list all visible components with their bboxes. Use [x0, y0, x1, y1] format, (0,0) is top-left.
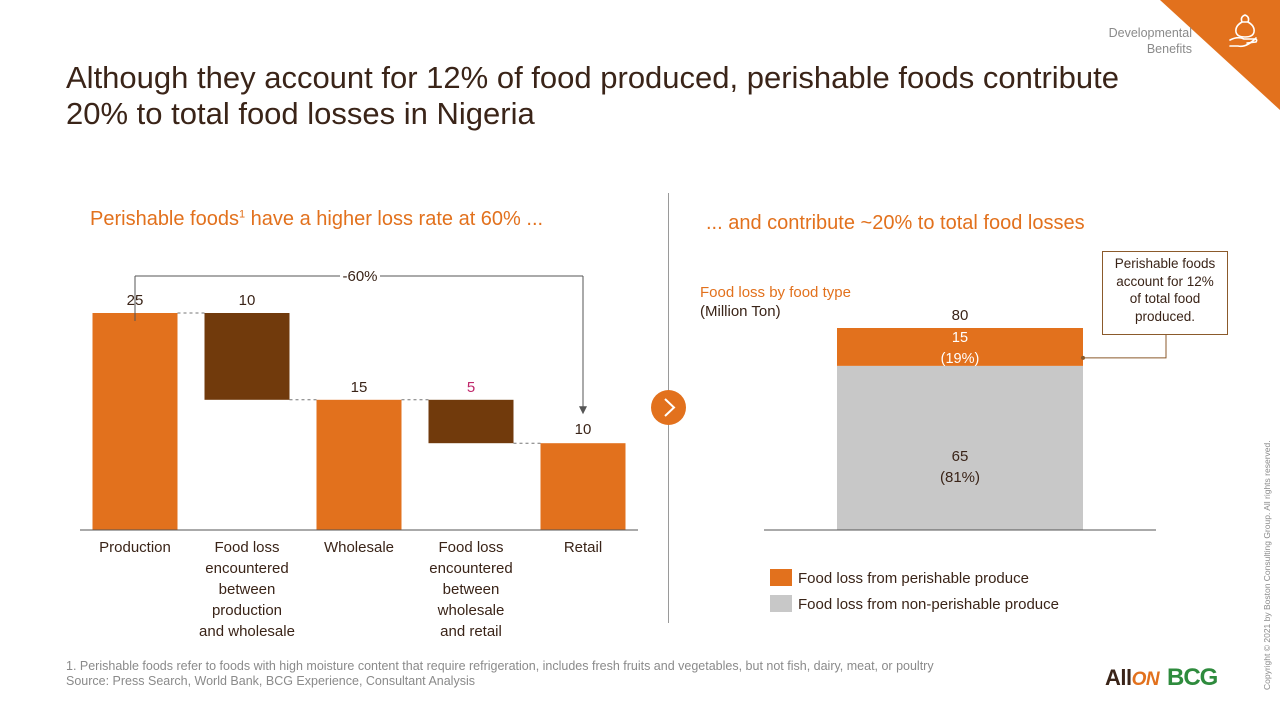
waterfall-category-label: Food loss encountered between production and… [187, 537, 307, 642]
legend-label-perishable: Food loss from perishable produce [798, 570, 1029, 587]
perishable-value-label: 15 [952, 330, 968, 346]
footnote-marker: 1 [238, 208, 246, 221]
category-label-line: between [442, 581, 500, 598]
stacked-bar-chart: 80 15 (19%) 65 (81%) [764, 307, 1167, 531]
waterfall-category-label: Wholesale [299, 537, 419, 558]
copyright-notice: Copyright © 2021 by Boston Consulting Gr… [1262, 440, 1272, 690]
non-perishable-pct-label: (81%) [940, 469, 980, 486]
right-chart-title: Food loss by food type (Million Ton) [700, 283, 851, 321]
waterfall-bar-2 [316, 399, 402, 530]
allon-logo-on: ON [1131, 669, 1160, 690]
chevron-right-icon [664, 398, 676, 417]
waterfall-bar-4 [540, 443, 626, 530]
callout-line: produced. [1134, 308, 1196, 324]
bracket-annotation: -60% [342, 268, 377, 285]
non-perishable-value-label: 65 [952, 448, 969, 465]
stacked-bar-non-perishable [837, 365, 1083, 530]
footnote-text: 1. Perishable foods refer to foods with … [66, 659, 934, 673]
waterfall-category-label: Retail [523, 537, 643, 558]
perishable-pct-label: (19%) [941, 351, 980, 367]
waterfall-bar-3 [428, 399, 514, 444]
waterfall-value-label: 10 [239, 292, 256, 309]
legend-swatch-perishable [770, 569, 792, 586]
category-label-line: encountered [429, 560, 513, 577]
allon-logo: AllON [1105, 665, 1160, 691]
category-label-line: between [218, 581, 276, 598]
category-label-line: and wholesale [199, 623, 295, 640]
category-label-line: Wholesale [323, 539, 395, 556]
subtitle-rest: have a higher loss rate at 60% ... [245, 208, 544, 230]
waterfall-category-label: Food loss encountered between wholesale and … [411, 537, 531, 642]
callout-line: Perishable foods [1114, 256, 1216, 271]
bcg-logo: BCG [1167, 664, 1218, 691]
right-chart-unit: (Million Ton) [700, 303, 781, 320]
category-label-line: Retail [563, 539, 603, 556]
right-panel-subtitle: ... and contribute ~20% to total food lo… [706, 212, 1085, 234]
waterfall-bar-1 [204, 313, 290, 400]
category-label-line: Food loss [438, 539, 504, 556]
category-label-line: Food loss [214, 539, 280, 556]
stacked-bar-perishable [837, 328, 1083, 366]
hand-holding-sack-icon [1229, 14, 1258, 48]
legend-swatch-non-perishable [770, 595, 792, 612]
category-label-line: Production [99, 539, 171, 556]
stacked-total-label: 80 [952, 307, 969, 324]
section-tag-line2: Benefits [1146, 42, 1192, 56]
next-arrow-button[interactable] [651, 390, 686, 425]
footnote: 1. Perishable foods refer to foods with … [66, 659, 934, 689]
category-label-line: and retail [440, 623, 502, 640]
legend-item-non-perishable: Food loss from non-perishable produce [770, 595, 1059, 613]
category-label-line: production [211, 602, 283, 619]
subtitle-main: Perishable foods [90, 208, 239, 230]
category-label-line: wholesale [437, 602, 505, 619]
callout-connector [1083, 335, 1167, 359]
bracket-arrowhead [579, 406, 587, 415]
category-label-line: encountered [205, 560, 289, 577]
right-chart-title-text: Food loss by food type [700, 284, 851, 301]
legend-label-non-perishable: Food loss from non-perishable produce [798, 596, 1059, 613]
section-tag-line1: Developmental [1108, 26, 1192, 40]
waterfall-value-label: 10 [575, 421, 592, 438]
legend-item-perishable: Food loss from perishable produce [770, 569, 1029, 587]
left-panel-subtitle: Perishable foods1 have a higher loss rat… [90, 208, 543, 231]
corner-brand-triangle [1160, 0, 1280, 110]
waterfall-value-label: 15 [351, 379, 368, 396]
waterfall-category-label: Production [75, 537, 195, 558]
section-tag: Developmental Benefits [1109, 25, 1192, 57]
callout-box: Perishable foods account for 12% of tota… [1102, 251, 1228, 335]
waterfall-value-label: 5 [467, 379, 475, 396]
callout-line: account for 12% [1116, 273, 1214, 289]
callout-line: of total food [1129, 291, 1201, 306]
allon-logo-all: All [1105, 665, 1132, 690]
waterfall-bar-0 [92, 313, 178, 530]
source-text: Source: Press Search, World Bank, BCG Ex… [66, 674, 475, 688]
page-title: Although they account for 12% of food pr… [66, 60, 1119, 131]
